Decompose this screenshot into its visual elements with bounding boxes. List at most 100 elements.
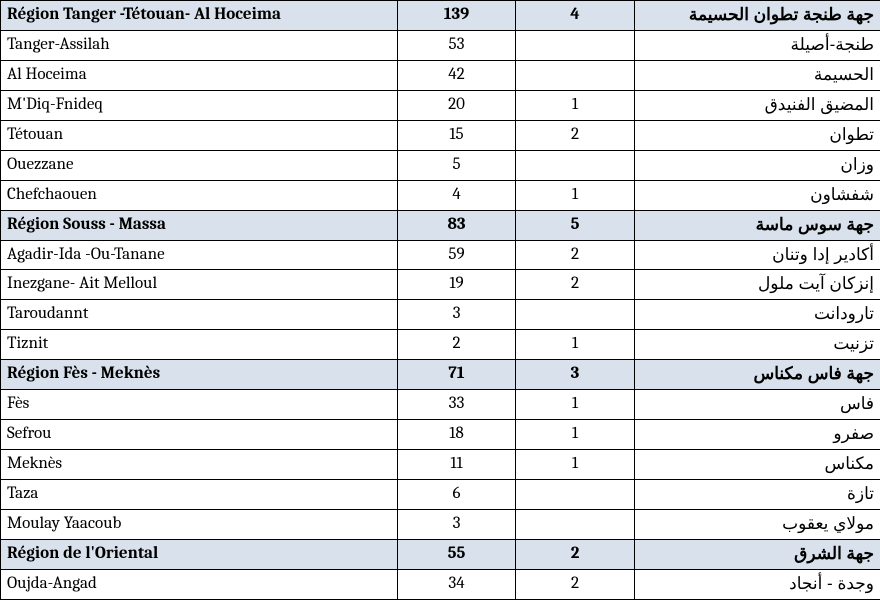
count-secondary: 1 [516, 90, 635, 120]
count-secondary [516, 300, 635, 330]
count-secondary: 2 [516, 270, 635, 300]
count-primary: 34 [398, 569, 516, 599]
region-name-fr: Région Tanger -Tétouan- Al Hoceima [1, 1, 398, 31]
region-data-row: Taza6 تازة [1, 480, 880, 510]
count-primary: 3 [398, 300, 516, 330]
region-data-row: Fès331فاس [1, 390, 880, 420]
count-primary: 71 [398, 360, 516, 390]
count-secondary [516, 60, 635, 90]
region-name-fr: Région Souss - Massa [1, 210, 398, 240]
region-data-row: Moulay Yaacoub3 مولاي يعقوب [1, 509, 880, 539]
province-name-fr: Taroudannt [1, 300, 398, 330]
count-secondary: 2 [516, 539, 635, 569]
count-secondary: 1 [516, 180, 635, 210]
province-name-ar: تزنيت [635, 330, 880, 360]
count-primary: 20 [398, 90, 516, 120]
count-secondary: 1 [516, 330, 635, 360]
region-data-row: Ouezzane5 وزان [1, 150, 880, 180]
count-primary: 2 [398, 330, 516, 360]
region-table: Région Tanger -Tétouan- Al Hoceima1394جه… [0, 0, 880, 600]
province-name-ar: صفرو [635, 420, 880, 450]
region-data-row: Tiznit21تزنيت [1, 330, 880, 360]
count-secondary: 5 [516, 210, 635, 240]
count-primary: 5 [398, 150, 516, 180]
region-data-row: Taroudannt3تارودانت [1, 300, 880, 330]
count-secondary [516, 30, 635, 60]
province-name-fr: Fès [1, 390, 398, 420]
region-data-row: Inezgane- Ait Melloul192إنزكان آيت ملول [1, 270, 880, 300]
count-primary: 3 [398, 509, 516, 539]
province-name-ar: المضيق الفنيدق [635, 90, 880, 120]
region-data-row: Agadir-Ida -Ou-Tanane592أكادير إدا وتنان [1, 240, 880, 270]
province-name-fr: Sefrou [1, 420, 398, 450]
region-name-fr: Région de l'Oriental [1, 539, 398, 569]
count-secondary [516, 150, 635, 180]
count-secondary: 3 [516, 360, 635, 390]
count-secondary: 1 [516, 420, 635, 450]
count-secondary [516, 480, 635, 510]
province-name-fr: Tétouan [1, 120, 398, 150]
count-primary: 83 [398, 210, 516, 240]
region-name-ar: جهة طنجة تطوان الحسيمة [635, 1, 880, 31]
province-name-ar: مكناس [635, 450, 880, 480]
province-name-fr: Tanger-Assilah [1, 30, 398, 60]
count-secondary: 2 [516, 240, 635, 270]
region-header-row: Région Tanger -Tétouan- Al Hoceima1394جه… [1, 1, 880, 31]
region-data-row: Chefchaouen41شفشاون [1, 180, 880, 210]
province-name-fr: Taza [1, 480, 398, 510]
province-name-fr: M'Diq-Fnideq [1, 90, 398, 120]
count-primary: 59 [398, 240, 516, 270]
region-data-row: Sefrou181صفرو [1, 420, 880, 450]
region-table-body: Région Tanger -Tétouan- Al Hoceima1394جه… [1, 1, 880, 600]
province-name-fr: Al Hoceima [1, 60, 398, 90]
region-data-row: Meknès111مكناس [1, 450, 880, 480]
region-data-row: Tétouan152تطوان [1, 120, 880, 150]
province-name-ar: شفشاون [635, 180, 880, 210]
count-secondary: 1 [516, 450, 635, 480]
province-name-fr: Ouezzane [1, 150, 398, 180]
count-primary: 15 [398, 120, 516, 150]
count-primary: 53 [398, 30, 516, 60]
count-secondary: 1 [516, 390, 635, 420]
province-name-fr: Oujda-Angad [1, 569, 398, 599]
province-name-ar: تازة [635, 480, 880, 510]
count-primary: 19 [398, 270, 516, 300]
count-secondary [516, 509, 635, 539]
province-name-ar: الحسيمة [635, 60, 880, 90]
region-data-row: Oujda-Angad342وجدة - أنجاد [1, 569, 880, 599]
count-primary: 18 [398, 420, 516, 450]
province-name-fr: Chefchaouen [1, 180, 398, 210]
province-name-fr: Moulay Yaacoub [1, 509, 398, 539]
region-name-ar: جهة سوس ماسة [635, 210, 880, 240]
count-primary: 55 [398, 539, 516, 569]
count-primary: 42 [398, 60, 516, 90]
province-name-ar: مولاي يعقوب [635, 509, 880, 539]
province-name-fr: Inezgane- Ait Melloul [1, 270, 398, 300]
province-name-fr: Agadir-Ida -Ou-Tanane [1, 240, 398, 270]
count-primary: 11 [398, 450, 516, 480]
province-name-ar: أكادير إدا وتنان [635, 240, 880, 270]
region-name-ar: جهة فاس مكناس [635, 360, 880, 390]
region-data-row: Tanger-Assilah53 طنجة-أصيلة [1, 30, 880, 60]
count-secondary: 2 [516, 120, 635, 150]
region-table-container: Région Tanger -Tétouan- Al Hoceima1394جه… [0, 0, 880, 600]
province-name-ar: إنزكان آيت ملول [635, 270, 880, 300]
region-data-row: Al Hoceima42 الحسيمة [1, 60, 880, 90]
province-name-ar: وزان [635, 150, 880, 180]
count-primary: 6 [398, 480, 516, 510]
count-secondary: 4 [516, 1, 635, 31]
province-name-fr: Tiznit [1, 330, 398, 360]
region-header-row: Région Souss - Massa835جهة سوس ماسة [1, 210, 880, 240]
province-name-ar: طنجة-أصيلة [635, 30, 880, 60]
region-name-ar: جهة الشرق [635, 539, 880, 569]
province-name-ar: فاس [635, 390, 880, 420]
province-name-fr: Meknès [1, 450, 398, 480]
region-header-row: Région de l'Oriental552جهة الشرق [1, 539, 880, 569]
count-secondary: 2 [516, 569, 635, 599]
region-data-row: M'Diq-Fnideq201المضيق الفنيدق [1, 90, 880, 120]
region-header-row: Région Fès - Meknès713جهة فاس مكناس [1, 360, 880, 390]
count-primary: 33 [398, 390, 516, 420]
count-primary: 4 [398, 180, 516, 210]
province-name-ar: تطوان [635, 120, 880, 150]
region-name-fr: Région Fès - Meknès [1, 360, 398, 390]
